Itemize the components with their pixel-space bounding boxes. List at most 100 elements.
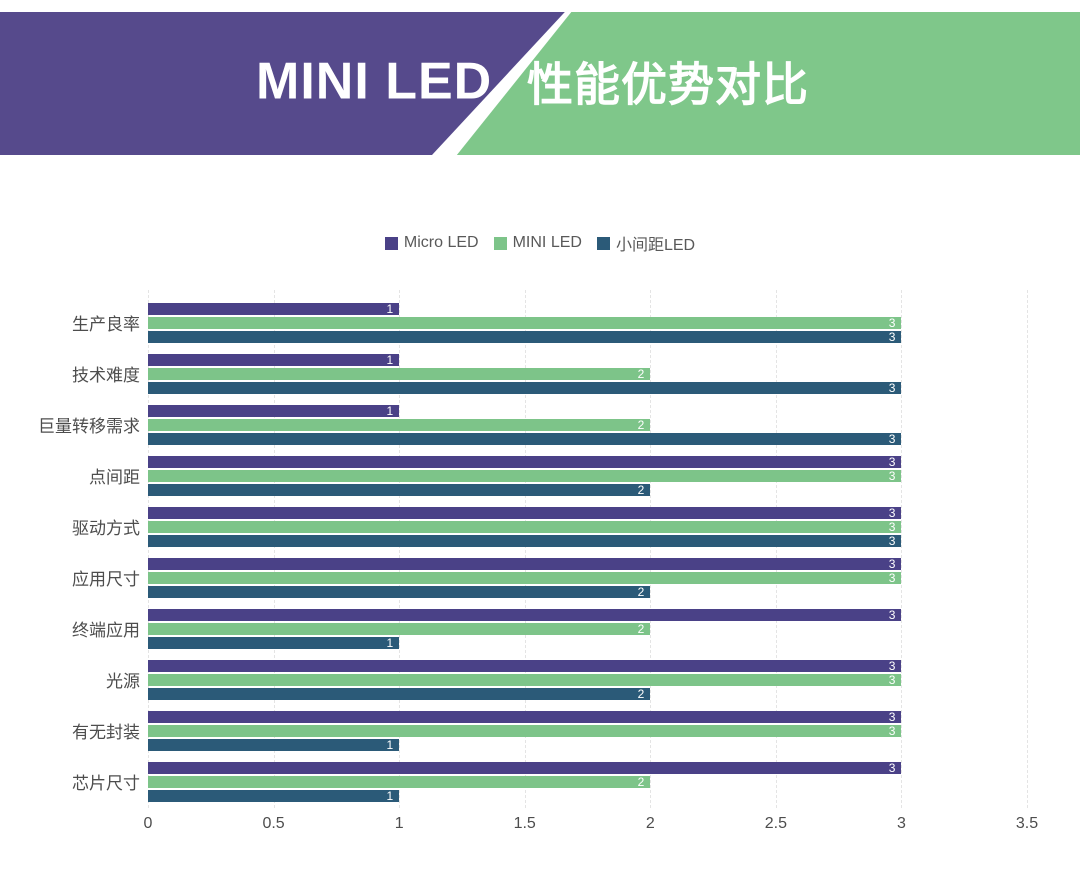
category-label: 点间距: [89, 468, 140, 487]
grid-line-1: [399, 290, 401, 808]
bar-mini-led: 3: [148, 520, 902, 533]
bar-small-pitch-led: 3: [148, 380, 902, 395]
bar-small-pitch-led: 3: [148, 329, 902, 344]
bar-value-label: 3: [888, 672, 896, 687]
grid-line-0: [148, 290, 149, 808]
bar-value-label: 3: [888, 431, 896, 446]
category-row: 芯片尺寸 3 2 1: [0, 756, 1080, 807]
legend-swatch-micro-led: [384, 236, 398, 250]
category-label: 芯片尺寸: [72, 774, 140, 793]
bar-micro-led: 3: [148, 454, 902, 469]
bar-value-label: 3: [888, 556, 896, 571]
bar-value-label: 3: [888, 329, 896, 344]
category-row: 巨量转移需求 1 2 3: [0, 399, 1080, 450]
bar-value-label: 2: [637, 417, 645, 432]
gridlines: [148, 290, 1028, 808]
legend-item-micro-led: Micro LED: [384, 234, 479, 252]
category-row: 生产良率 1 3 3: [0, 297, 1080, 348]
bar-small-pitch-led: 1: [148, 737, 400, 752]
bar-value-label: 3: [888, 505, 896, 520]
bar-small-pitch-led: 2: [148, 482, 651, 497]
legend-label-mini-led: MINI LED: [512, 234, 582, 251]
header-title-left: MINI LED: [256, 52, 493, 111]
bar-micro-led: 3: [148, 607, 902, 622]
bar-small-pitch-led: 3: [148, 533, 902, 548]
bar-value-label: 2: [637, 621, 645, 636]
bar-value-label: 3: [888, 709, 896, 724]
bar-value-label: 2: [637, 774, 645, 789]
legend-swatch-mini-led: [493, 236, 507, 250]
bar-micro-led: 3: [148, 505, 902, 520]
grid-line-1.5: [524, 290, 526, 808]
category-row: 应用尺寸 3 3 2: [0, 552, 1080, 603]
x-axis-tick-label: 3: [896, 815, 906, 832]
bar-value-label: 1: [386, 403, 394, 418]
bar-micro-led: 1: [148, 352, 400, 367]
bar-value-label: 2: [637, 584, 645, 599]
bar-value-label: 3: [888, 760, 896, 775]
x-axis-tick-label: 0.5: [262, 815, 285, 832]
bar-value-label: 2: [637, 366, 645, 381]
bar-group: 3 2 1: [148, 760, 1027, 802]
header-title-right: 性能优势对比: [527, 57, 809, 110]
bar-mini-led: 2: [148, 621, 651, 636]
bar-micro-led: 3: [148, 658, 902, 673]
bar-value-label: 2: [637, 482, 645, 497]
bar-value-label: 1: [386, 352, 394, 367]
legend-swatch-small-pitch-led: [596, 236, 610, 250]
bar-micro-led: 3: [148, 760, 902, 775]
category-label: 技术难度: [72, 366, 140, 385]
category-label: 有无封装: [72, 723, 140, 742]
category-label: 巨量转移需求: [38, 417, 140, 436]
category-label: 驱动方式: [72, 519, 140, 538]
bar-value-label: 3: [888, 454, 896, 469]
bar-micro-led: 3: [148, 709, 902, 724]
grid-line-3: [901, 290, 903, 808]
bar-mini-led: 3: [148, 724, 902, 737]
category-row: 技术难度 1 2 3: [0, 348, 1080, 399]
chart-legend: Micro LED MINI LED 小间距LED: [0, 231, 1080, 255]
bar-micro-led: 1: [148, 301, 400, 316]
category-row: 终端应用 3 2 1: [0, 603, 1080, 654]
bar-micro-led: 1: [148, 403, 400, 418]
bar-value-label: 3: [888, 658, 896, 673]
chart-rows: 生产良率 1 3 3 技术难度 1 2 3 巨量转移需求 1 2 3 点间距 3 3 2 驱动方式 3 3 3 应用尺寸…: [0, 297, 1080, 807]
bar-value-label: 3: [888, 468, 896, 483]
bar-mini-led: 2: [148, 417, 651, 432]
category-label: 生产良率: [72, 315, 140, 334]
x-axis-tick-label: 0: [143, 815, 153, 832]
bar-mini-led: 3: [148, 315, 902, 330]
bar-value-label: 3: [888, 533, 896, 548]
legend-item-mini-led: MINI LED: [493, 234, 582, 252]
x-axis-tick-label: 1.5: [513, 815, 536, 832]
grid-line-0.5: [273, 290, 275, 808]
bar-mini-led: 3: [148, 570, 902, 585]
header-right-panel: [456, 12, 1080, 155]
bar-value-label: 3: [888, 607, 896, 622]
bar-value-label: 3: [888, 315, 896, 330]
category-row: 光源 3 3 2: [0, 654, 1080, 705]
category-label: 光源: [106, 672, 140, 691]
bar-value-label: 2: [637, 686, 645, 701]
legend-item-small-pitch-led: 小间距LED: [596, 231, 695, 255]
category-label: 应用尺寸: [72, 570, 140, 589]
category-label: 终端应用: [72, 621, 140, 640]
category-row: 有无封装 3 3 1: [0, 705, 1080, 756]
bar-value-label: 3: [888, 570, 896, 585]
bar-value-label: 1: [386, 301, 394, 316]
bar-group: 3 2 1: [148, 607, 1027, 650]
category-row: 驱动方式 3 3 3: [0, 501, 1080, 552]
header-banner: MINI LED 性能优势对比: [0, 12, 1080, 155]
bar-value-label: 1: [386, 737, 394, 752]
bar-small-pitch-led: 3: [148, 431, 902, 446]
bar-value-label: 1: [386, 635, 394, 650]
bar-small-pitch-led: 2: [148, 686, 651, 701]
grid-line-3.5: [1027, 290, 1028, 808]
grid-line-2.5: [775, 290, 777, 808]
bar-value-label: 3: [888, 380, 896, 395]
